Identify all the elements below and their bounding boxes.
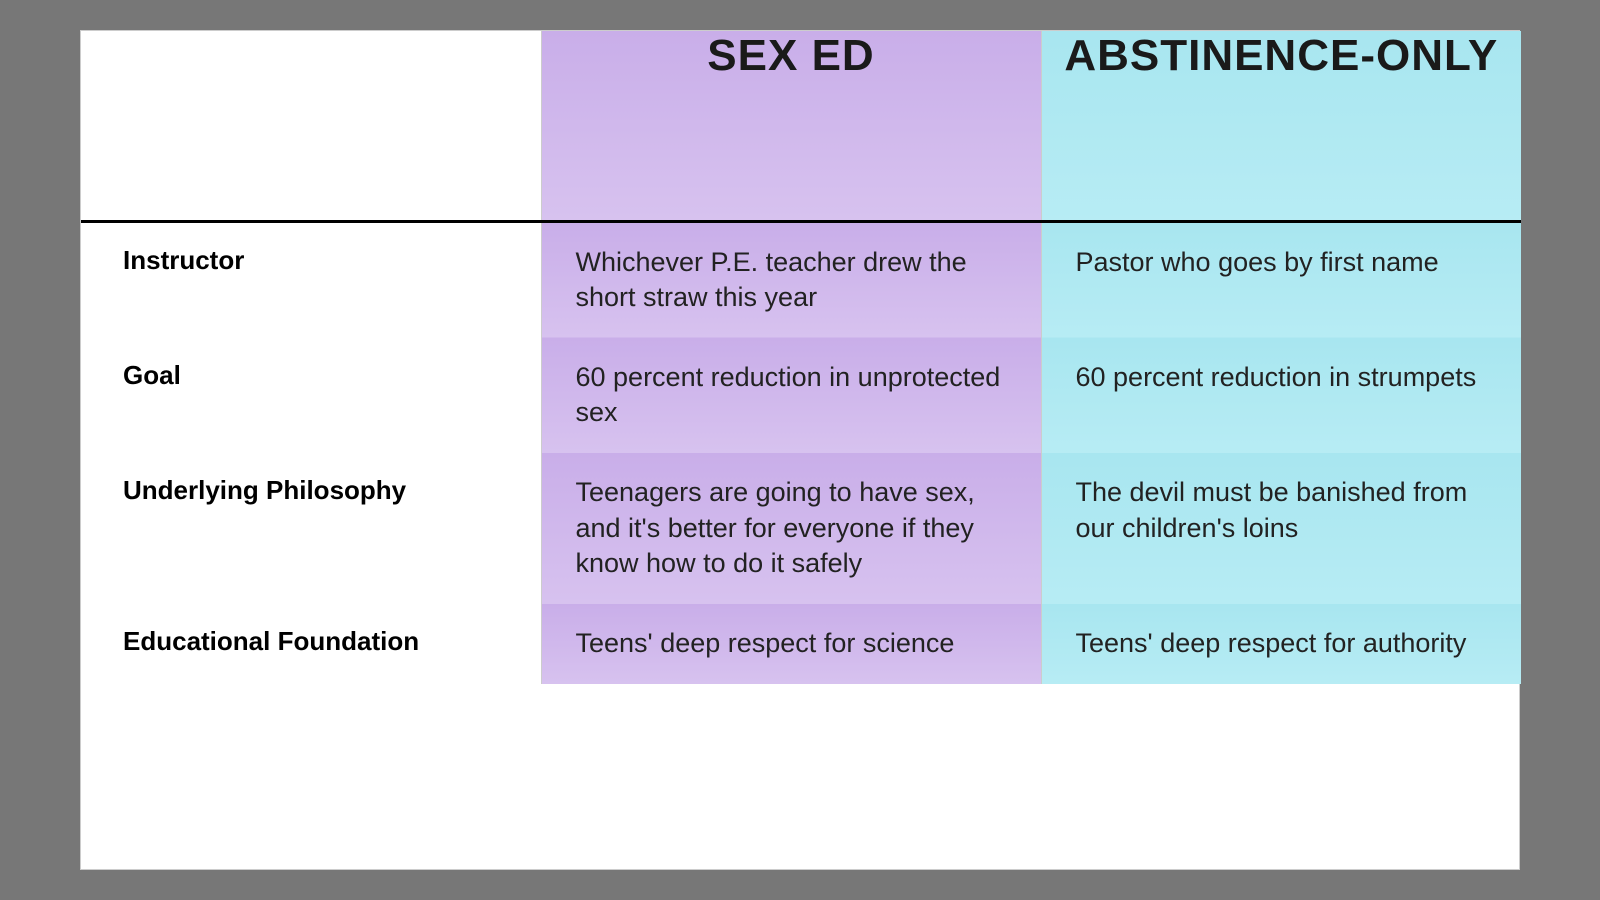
comparison-table: SEX ED ABSTINENCE-ONLY Instructor Whiche… [81,31,1521,684]
table-body: Instructor Whichever P.E. teacher drew t… [81,221,1521,684]
row-label: Goal [81,338,541,453]
table-row: Instructor Whichever P.E. teacher drew t… [81,221,1521,338]
table-row: Goal 60 percent reduction in unprotected… [81,338,1521,453]
column-header-2: ABSTINENCE-ONLY [1041,31,1521,221]
cell-col2: The devil must be banished from our chil… [1041,453,1521,604]
page-container: SEX ED ABSTINENCE-ONLY Instructor Whiche… [80,30,1520,870]
cell-col1: Teenagers are going to have sex, and it'… [541,453,1041,604]
table-header-row: SEX ED ABSTINENCE-ONLY [81,31,1521,221]
cell-col1: 60 percent reduction in unprotected sex [541,338,1041,453]
table-row: Underlying Philosophy Teenagers are goin… [81,453,1521,604]
row-label: Instructor [81,221,541,338]
column-header-1: SEX ED [541,31,1041,221]
row-label: Educational Foundation [81,604,541,684]
cell-col2: 60 percent reduction in strumpets [1041,338,1521,453]
cell-col2: Teens' deep respect for authority [1041,604,1521,684]
row-label: Underlying Philosophy [81,453,541,604]
corner-cell [81,31,541,221]
table-row: Educational Foundation Teens' deep respe… [81,604,1521,684]
cell-col1: Teens' deep respect for science [541,604,1041,684]
cell-col2: Pastor who goes by first name [1041,221,1521,338]
cell-col1: Whichever P.E. teacher drew the short st… [541,221,1041,338]
